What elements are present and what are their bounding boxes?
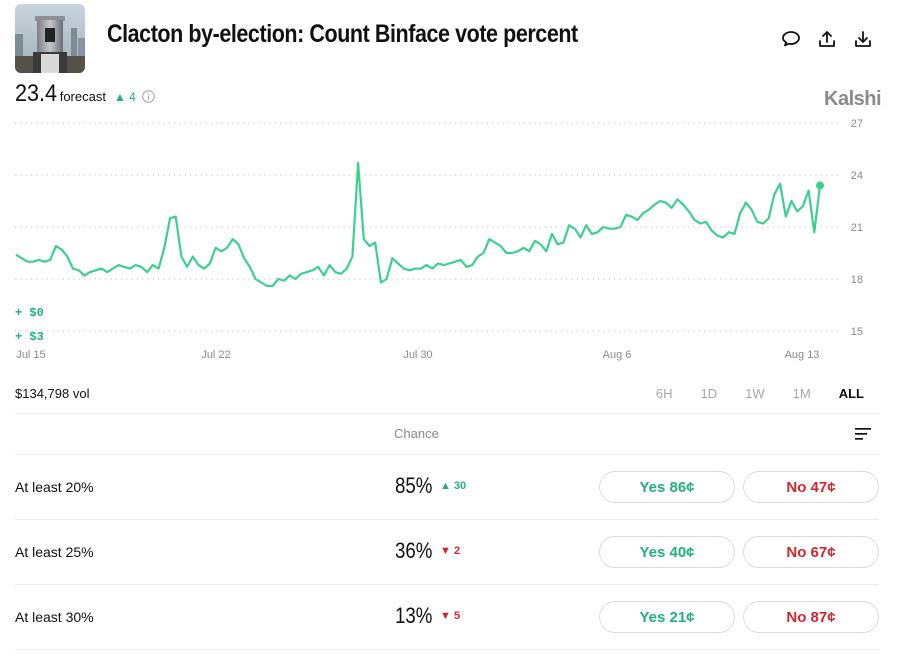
x-tick-label: Jul 30 — [403, 349, 432, 361]
divider — [15, 454, 879, 455]
divider — [15, 413, 879, 414]
row-chance: 36% — [395, 538, 433, 563]
y-tick-label: 27 — [851, 118, 863, 130]
yes-button[interactable]: Yes 40¢ — [599, 536, 735, 568]
info-icon[interactable] — [142, 90, 155, 108]
timeframe-1d[interactable]: 1D — [700, 386, 718, 401]
no-button[interactable]: No 47¢ — [743, 471, 879, 503]
market-row[interactable]: At least 20% 85% ▲ 30 Yes 86¢ No 47¢ — [15, 455, 879, 519]
comment-icon[interactable] — [780, 28, 802, 50]
row-chance: 85% — [395, 473, 433, 498]
timeframe-1m[interactable]: 1M — [792, 386, 811, 401]
forecast-chart[interactable]: 27 24 21 18 15 Jul 15 Jul 22 Jul 30 Aug 6 Aug 13 — [0, 110, 909, 370]
y-tick-label: 21 — [851, 222, 863, 234]
market-avatar-image — [15, 4, 85, 73]
money-line-2: + $3 — [15, 330, 44, 344]
timeframe-all[interactable]: ALL — [838, 386, 864, 401]
divider — [15, 584, 879, 585]
divider — [15, 649, 879, 650]
share-icon[interactable] — [816, 28, 838, 50]
kalshi-logo[interactable]: Kalshi — [824, 88, 882, 110]
forecast-label: forecast — [59, 89, 106, 104]
y-tick-label: 15 — [851, 326, 863, 338]
market-title: Clacton by-election: Count Binface vote … — [107, 20, 578, 48]
market-header: Clacton by-election: Count Binface vote … — [0, 0, 909, 78]
forecast-summary: 23.4 forecast ▲ 4 — [15, 80, 155, 108]
x-tick-label: Aug 13 — [785, 349, 820, 361]
x-tick-label: Jul 15 — [16, 349, 45, 361]
market-row[interactable]: At least 30% 13% ▼ 5 Yes 21¢ No 87¢ — [15, 585, 879, 649]
y-tick-label: 18 — [851, 274, 863, 286]
x-tick-label: Jul 22 — [201, 349, 230, 361]
row-label: At least 20% — [15, 479, 94, 495]
no-button[interactable]: No 67¢ — [743, 536, 879, 568]
timeframe-6h[interactable]: 6H — [655, 386, 673, 401]
row-chance: 13% — [395, 603, 433, 628]
no-button[interactable]: No 87¢ — [743, 601, 879, 633]
yes-button[interactable]: Yes 21¢ — [599, 601, 735, 633]
row-change: ▼ 2 — [440, 545, 461, 557]
forecast-value: 23.4 — [15, 80, 58, 107]
row-change: ▲ 30 — [440, 480, 467, 492]
timeframe-selector: 6H 1D 1W 1M ALL — [628, 386, 864, 401]
row-label: At least 25% — [15, 544, 94, 560]
forecast-line — [15, 161, 822, 287]
row-label: At least 30% — [15, 609, 94, 625]
divider — [15, 519, 879, 520]
download-icon[interactable] — [852, 28, 874, 50]
yes-button[interactable]: Yes 86¢ — [599, 471, 735, 503]
y-tick-label: 24 — [851, 170, 863, 182]
chance-column-header: Chance — [394, 426, 439, 441]
timeframe-1w[interactable]: 1W — [745, 386, 765, 401]
current-point — [816, 181, 824, 190]
market-row[interactable]: At least 25% 36% ▼ 2 Yes 40¢ No 67¢ — [15, 520, 879, 584]
money-line-1: + $0 — [15, 306, 44, 320]
volume-label: $134,798 vol — [15, 386, 90, 401]
sort-icon[interactable] — [854, 427, 872, 446]
forecast-change: ▲ 4 — [113, 90, 136, 104]
x-tick-label: Aug 6 — [603, 349, 632, 361]
row-change: ▼ 5 — [440, 610, 461, 622]
